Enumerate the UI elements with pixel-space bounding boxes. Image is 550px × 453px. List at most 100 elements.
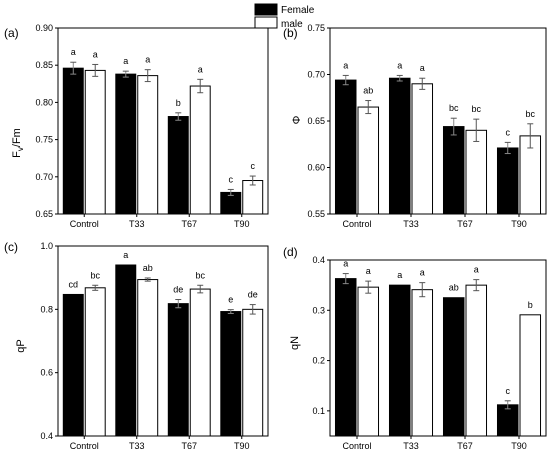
x-tick-label: Control [70, 441, 99, 451]
y-axis-label-a: Fv/Fm [11, 128, 25, 158]
bar-male [357, 106, 380, 215]
bar-female [388, 77, 411, 215]
panel-d: (d) qN 0.1 0.2 0.3 0.4 Control a a T33 a a T67 ab a T… [283, 245, 547, 451]
significance-letter: a [343, 259, 348, 269]
bar-male [411, 289, 434, 437]
legend-swatch-female [254, 3, 278, 16]
x-tick-label: T33 [129, 441, 145, 451]
panel-b: (b) Φ 0.55 0.60 0.65 0.70 0.75 Control a ab T33 a… [283, 23, 547, 229]
y-tick-label: 1.0 [40, 241, 53, 251]
significance-letter: ab [143, 263, 153, 273]
bar-male [137, 279, 159, 437]
legend: Female male [254, 3, 315, 30]
bar-female [442, 297, 465, 437]
significance-letter: a [123, 250, 128, 260]
significance-letter: bc [472, 104, 482, 114]
y-tick-label: 0.2 [312, 356, 325, 366]
bar-male [519, 314, 542, 437]
x-tick-label: T67 [181, 441, 197, 451]
bar-male [242, 180, 264, 215]
y-tick-label: 0.65 [307, 116, 325, 126]
bar-female [496, 404, 519, 437]
x-tick-label: T33 [129, 219, 145, 229]
y-tick-label: 0.55 [307, 209, 325, 219]
bar-male [357, 286, 380, 437]
bar-male [189, 288, 211, 437]
legend-label-male: male [281, 19, 303, 30]
significance-letter: a [366, 266, 371, 276]
bar-female [388, 284, 411, 437]
significance-letter: a [71, 47, 76, 57]
y-tick-label: 0.6 [40, 368, 53, 378]
y-tick-label: 0.75 [35, 135, 53, 145]
panel-label-b: (b) [283, 26, 298, 40]
panel-label-a: (a) [4, 26, 19, 40]
significance-letter: cd [69, 279, 79, 289]
significance-letter: e [228, 295, 233, 305]
y-tick-label: 0.70 [307, 70, 325, 80]
x-tick-label: T90 [511, 219, 527, 229]
significance-letter: a [93, 49, 98, 59]
significance-letter: c [505, 386, 510, 396]
y-tick-label: 0.60 [307, 163, 325, 173]
bar-female [334, 79, 357, 215]
significance-letter: a [397, 270, 402, 280]
significance-letter: bc [449, 103, 459, 113]
significance-letter: a [397, 60, 402, 70]
bar-female [167, 116, 189, 215]
significance-letter: bc [195, 270, 205, 280]
panel-label-c: (c) [4, 240, 18, 254]
y-tick-label: 0.1 [312, 406, 325, 416]
x-tick-label: T90 [234, 219, 250, 229]
bar-female [115, 73, 137, 215]
x-tick-label: T33 [403, 441, 419, 451]
panel-c: (c) qP 0.4 0.6 0.8 1.0 Control cd bc T33 a ab T67 d… [4, 240, 269, 451]
x-tick-label: Control [70, 219, 99, 229]
plot-frame [57, 27, 269, 215]
significance-letter: bc [90, 270, 100, 280]
y-axis-label-c: qP [15, 339, 27, 352]
bar-female [442, 126, 465, 215]
x-tick-label: T67 [181, 219, 197, 229]
significance-letter: ab [449, 283, 459, 293]
significance-letter: c [229, 174, 234, 184]
significance-letter: ab [363, 86, 373, 96]
significance-letter: c [250, 161, 255, 171]
bar-female [334, 278, 357, 437]
y-tick-label: 0.8 [40, 304, 53, 314]
significance-letter: a [123, 56, 128, 66]
x-tick-label: Control [342, 441, 371, 451]
significance-letter: a [343, 60, 348, 70]
bar-male [84, 287, 106, 437]
bar-female [62, 293, 84, 437]
panel-a: (a) Fv/Fm 0.65 0.70 0.75 0.80 0.85 0.90 Contro… [4, 23, 269, 229]
y-tick-label: 0.80 [35, 97, 53, 107]
y-axis-label-d: qN [289, 336, 301, 350]
bar-female [62, 67, 84, 215]
bar-male [137, 75, 159, 215]
bar-male [84, 69, 106, 215]
bar-female [220, 311, 242, 437]
legend-label-female: Female [281, 5, 315, 16]
y-tick-label: 0.3 [312, 305, 325, 315]
significance-letter: c [505, 127, 510, 137]
x-tick-label: T67 [457, 441, 473, 451]
plot-frame [329, 259, 547, 437]
significance-letter: a [198, 64, 203, 74]
significance-letter: de [173, 285, 183, 295]
significance-letter: a [420, 268, 425, 278]
bar-male [189, 85, 211, 215]
y-tick-label: 0.4 [40, 431, 53, 441]
bar-male [465, 129, 488, 215]
significance-letter: a [420, 63, 425, 73]
plot-frame [57, 245, 269, 437]
y-tick-label: 0.65 [35, 209, 53, 219]
legend-swatch-male [254, 16, 278, 29]
bar-male [242, 308, 264, 437]
panel-label-d: (d) [283, 245, 298, 259]
bar-female [496, 147, 519, 215]
bar-male [411, 83, 434, 215]
y-axis-label-b: Φ [291, 115, 303, 124]
bar-female [115, 264, 137, 437]
